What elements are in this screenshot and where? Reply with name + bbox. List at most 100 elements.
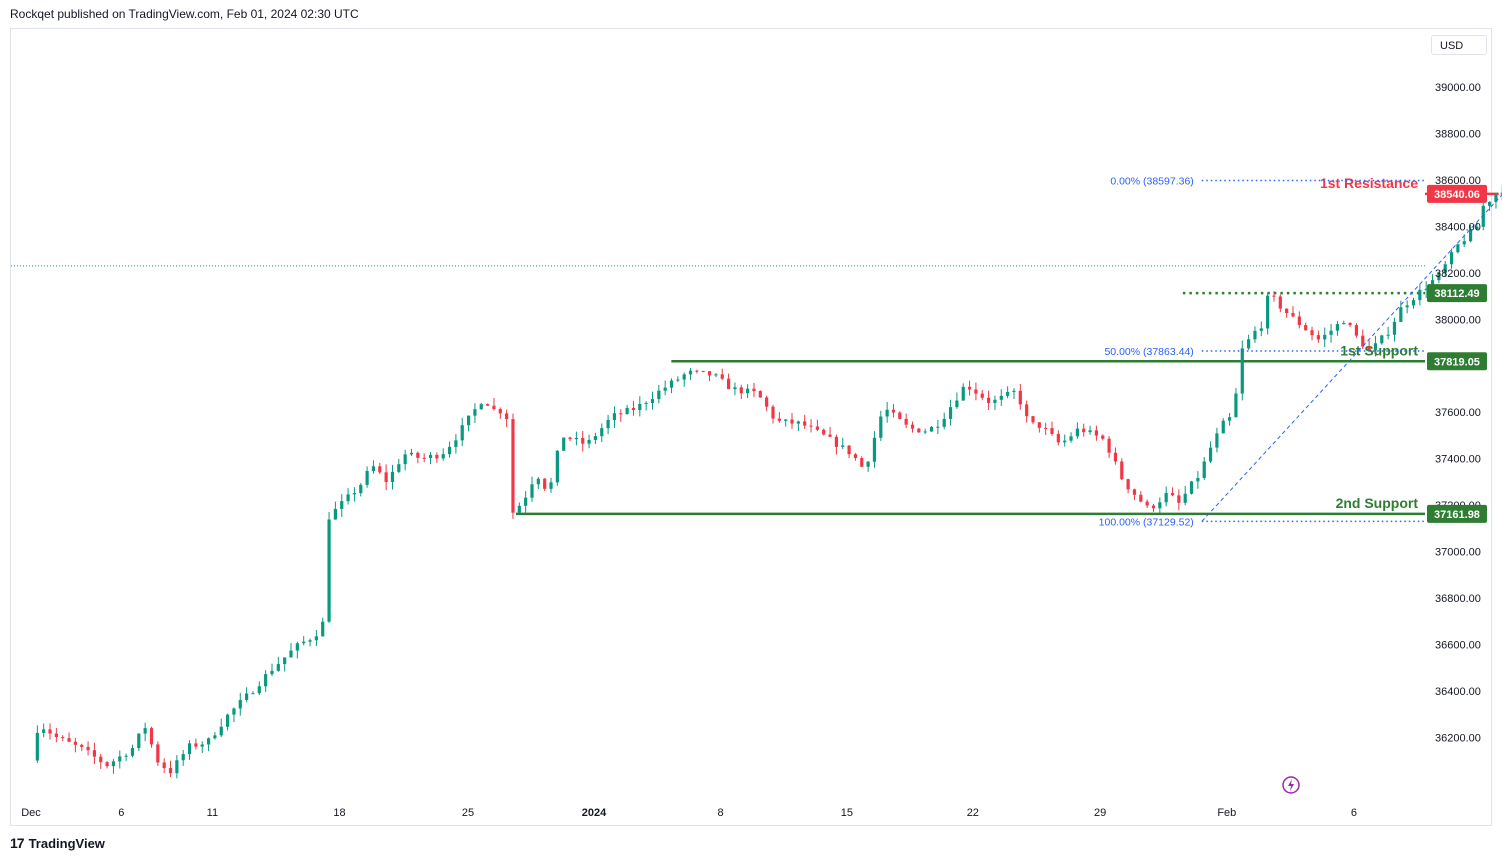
brand-name: TradingView — [28, 835, 105, 851]
candle-body — [790, 419, 794, 424]
candle-body — [530, 484, 534, 498]
candle-body — [54, 733, 58, 738]
candle-body — [961, 386, 965, 401]
price-badge-dotted-level: 38112.49 — [1434, 288, 1479, 300]
price-badges: 38540.06 37819.05 37161.98 38112.49 — [1427, 184, 1487, 523]
candle-body — [1405, 305, 1409, 308]
candle-body — [1069, 436, 1073, 441]
level-label-support2: 2nd Support — [1336, 495, 1419, 511]
x-tick-label: 6 — [1351, 807, 1357, 819]
candle-body — [486, 404, 490, 406]
candle-body — [644, 403, 648, 405]
candle-body — [359, 484, 363, 494]
y-tick-label: 38000.00 — [1435, 314, 1481, 326]
candle-body — [752, 388, 756, 392]
candle-body — [1240, 348, 1244, 394]
candle-body — [352, 493, 357, 495]
fib-trend-line — [1201, 193, 1502, 522]
candle-body — [955, 400, 959, 408]
candle-body — [327, 519, 331, 622]
candle-body — [619, 413, 623, 415]
candle-body — [1063, 440, 1067, 443]
candle-body — [1323, 334, 1327, 340]
x-tick-label: Feb — [1217, 807, 1236, 819]
x-tick-label: 2024 — [582, 807, 607, 819]
candle-body — [879, 416, 883, 438]
candle-body — [625, 407, 629, 415]
candle-body — [1012, 390, 1016, 392]
footer-brand[interactable]: 17 TradingView — [10, 835, 105, 851]
candle-body — [1145, 501, 1149, 506]
candle-body — [105, 762, 109, 767]
candle-body — [568, 437, 572, 440]
candle-body — [707, 371, 712, 376]
candle-body — [967, 386, 972, 390]
candle-body — [1494, 194, 1498, 202]
price-badge-support1: 37819.05 — [1434, 356, 1480, 368]
fib-level-label: 100.00% (37129.52) — [1099, 516, 1194, 528]
candle-body — [1221, 420, 1225, 434]
candle-body — [86, 746, 90, 751]
candle-body — [365, 470, 369, 485]
candle-body — [993, 399, 997, 403]
candle-body — [1424, 288, 1428, 290]
fib-layer: 0.00% (38597.36) 50.00% (37863.44) 100.00%… — [1099, 176, 1502, 528]
candle-body — [1183, 493, 1187, 503]
candle-body — [771, 406, 775, 419]
candle-body — [796, 421, 800, 424]
candle-body — [156, 744, 160, 763]
y-tick-label: 37400.00 — [1435, 454, 1481, 466]
x-tick-label: 11 — [207, 807, 218, 819]
candle-body — [1247, 339, 1251, 349]
candle-body — [1075, 428, 1079, 437]
candle-body — [1253, 330, 1257, 340]
candle-body — [1342, 323, 1346, 325]
candle-body — [1044, 427, 1048, 429]
candle-body — [1348, 323, 1352, 326]
candle-body — [606, 419, 610, 429]
candle-body — [631, 407, 636, 411]
candle-body — [682, 374, 686, 380]
x-tick-label: 6 — [118, 807, 124, 819]
candle-body — [600, 428, 604, 437]
candle-body — [910, 424, 915, 429]
candle-body — [428, 454, 433, 459]
candle-body — [1392, 321, 1397, 335]
candle-body — [422, 457, 426, 459]
candle-body — [1082, 428, 1086, 433]
candle-body — [403, 454, 407, 465]
x-axis: Dec 6 11 18 25 2024 8 15 22 29 Feb 6 — [21, 807, 1357, 819]
level-label-support1: 1st Support — [1340, 342, 1418, 358]
candle-body — [1126, 479, 1130, 490]
candle-body — [828, 434, 832, 437]
candle-body — [1177, 495, 1181, 503]
candle-body — [314, 636, 318, 641]
candle-body — [473, 409, 477, 416]
candle-body — [206, 738, 211, 745]
candle-body — [657, 390, 661, 400]
lightning-bolt-icon — [1288, 779, 1294, 791]
x-tick-label: 15 — [841, 807, 853, 819]
candle-body — [283, 657, 287, 665]
candle-body — [1006, 391, 1010, 396]
candle-body — [650, 399, 655, 404]
candle-body — [168, 768, 173, 774]
candle-body — [257, 686, 261, 694]
candle-body — [276, 664, 280, 671]
price-badge-resistance: 38540.06 — [1434, 189, 1480, 201]
candle-body — [765, 397, 769, 407]
candle-body — [42, 729, 46, 733]
candle-body — [162, 762, 166, 769]
candle-body — [479, 404, 483, 410]
candle-body — [378, 466, 382, 473]
candle-body — [505, 413, 509, 420]
candle-body — [942, 418, 946, 427]
y-tick-label: 36200.00 — [1435, 732, 1481, 744]
candle-body — [638, 403, 642, 411]
candle-body — [847, 445, 851, 455]
candle-body — [1120, 461, 1124, 480]
currency-selector[interactable]: USD — [1431, 35, 1487, 55]
candle-body — [701, 370, 705, 372]
candle-body — [245, 693, 249, 701]
